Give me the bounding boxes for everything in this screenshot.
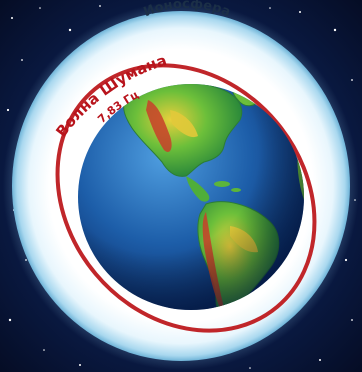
globe-shading [78,84,304,310]
earth-globe [78,84,304,310]
schumann-wave-ring [55,63,317,333]
